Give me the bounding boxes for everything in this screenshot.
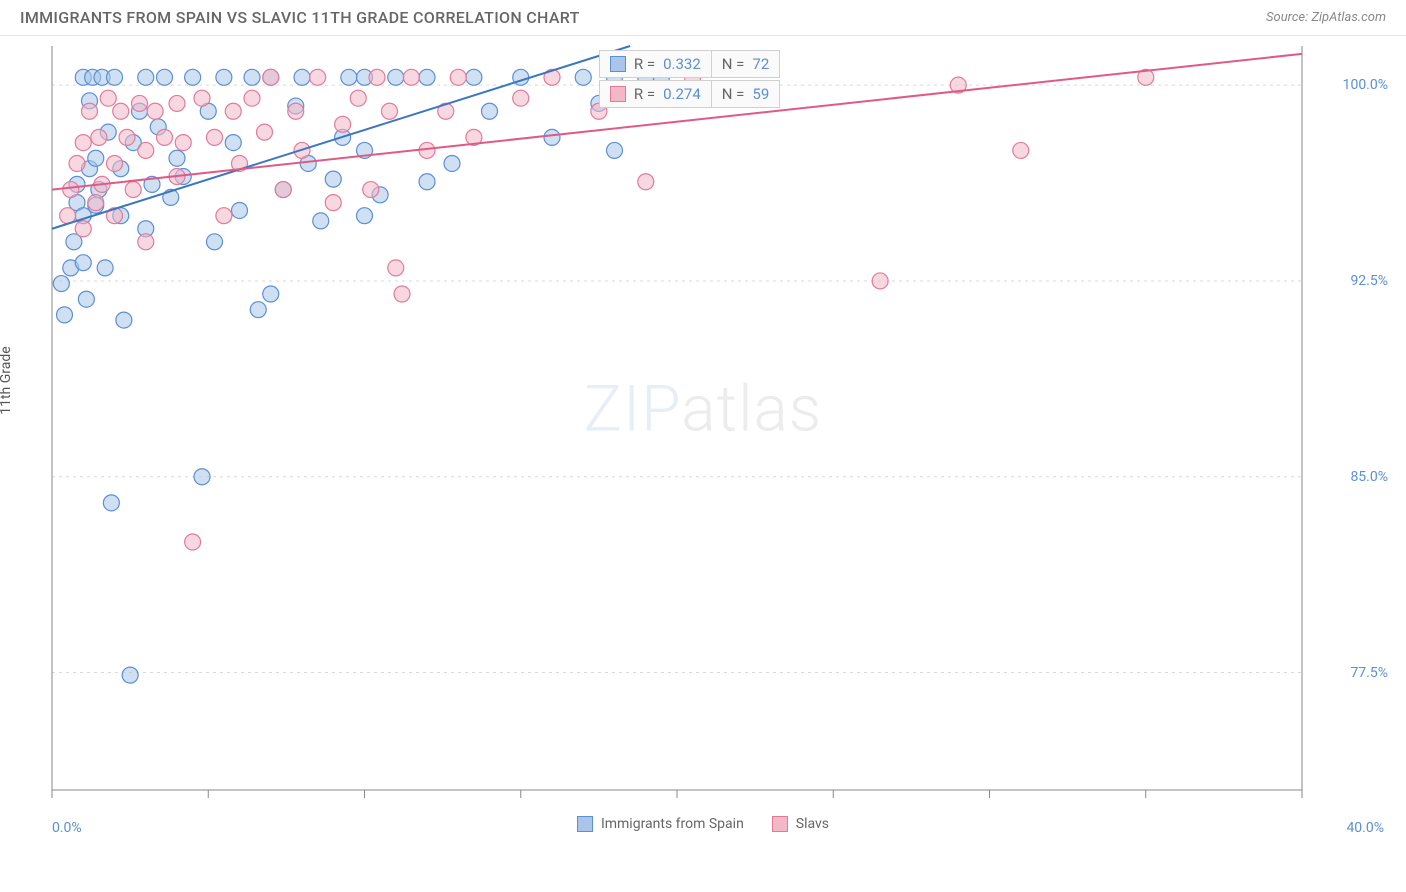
r-value: 0.332 bbox=[663, 55, 701, 73]
y-tick-label: 100.0% bbox=[1343, 77, 1388, 93]
legend-item-spain: Immigrants from Spain bbox=[577, 816, 744, 832]
stats-box-spain: R = 0.332N = 72 bbox=[599, 50, 780, 78]
y-tick-label: 92.5% bbox=[1350, 273, 1388, 289]
scatter-chart bbox=[0, 36, 1406, 846]
y-tick-label: 77.5% bbox=[1350, 665, 1388, 681]
chart-area: 11th Grade ZIPatlas 77.5%85.0%92.5%100.0… bbox=[0, 36, 1406, 846]
chart-header: IMMIGRANTS FROM SPAIN VS SLAVIC 11TH GRA… bbox=[0, 0, 1406, 36]
legend-swatch-spain bbox=[577, 816, 593, 832]
n-value: 72 bbox=[752, 55, 769, 73]
r-value: 0.274 bbox=[663, 85, 701, 103]
chart-title: IMMIGRANTS FROM SPAIN VS SLAVIC 11TH GRA… bbox=[20, 8, 580, 27]
y-tick-label: 85.0% bbox=[1350, 469, 1388, 485]
legend-item-slavs: Slavs bbox=[772, 816, 829, 832]
n-value: 59 bbox=[752, 85, 769, 103]
stats-swatch bbox=[610, 56, 626, 72]
stats-box-slavs: R = 0.274N = 59 bbox=[599, 80, 780, 108]
legend-swatch-slavs bbox=[772, 816, 788, 832]
source-attribution: Source: ZipAtlas.com bbox=[1266, 10, 1386, 25]
bottom-legend: Immigrants from Spain Slavs bbox=[0, 802, 1406, 846]
stats-swatch bbox=[610, 86, 626, 102]
